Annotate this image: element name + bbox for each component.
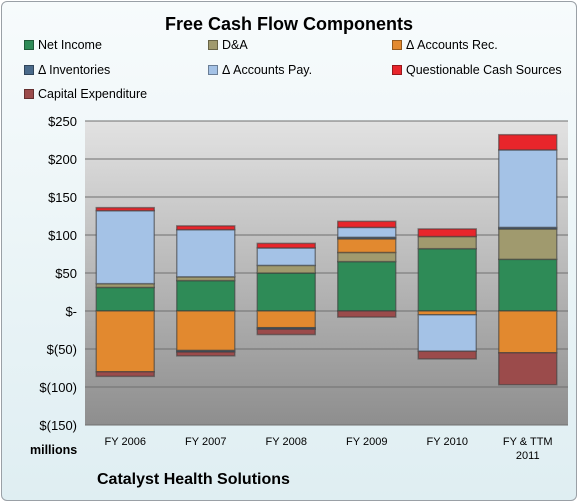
bar-segment [176,279,236,312]
legend-inventories: Δ Inventories [24,63,110,77]
bar-segment [417,235,477,250]
bar-segment [498,228,558,261]
y-tick-label: $(50) [47,342,77,357]
legend-da: D&A [208,38,248,52]
legend-swatch [24,89,34,99]
bar-segment [95,286,155,312]
legend-capex: Capital Expenditure [24,87,147,101]
bar-segment [337,226,397,239]
bar-segment [337,310,397,318]
legend-label: Net Income [38,38,102,52]
bar-segment [256,272,316,312]
bar-segment [256,310,316,329]
bar-segment [498,149,558,229]
bar-segment [417,350,477,360]
legend-label: D&A [222,38,248,52]
y-tick-label: $- [65,304,77,319]
x-tick-label: FY 2006 [105,436,146,448]
bar-segment [95,209,155,285]
legend-label: Δ Accounts Pay. [222,63,313,77]
legend-swatch [208,40,218,50]
legend-label: Δ Accounts Rec. [406,38,498,52]
bar-segment [417,314,477,353]
legend-label: Questionable Cash Sources [406,63,562,77]
bar-segment [337,220,397,229]
legend-swatch [24,65,34,75]
legend-swatch [208,65,218,75]
legend-accounts-rec: Δ Accounts Rec. [392,38,498,52]
x-tick-label: FY 2010 [427,436,468,448]
bar-segment [337,260,397,312]
bar-segment [498,352,558,386]
bar-segment [417,228,477,238]
legend-swatch [392,40,402,50]
x-tick-label: FY & TTM [503,436,553,448]
legend-swatch [24,40,34,50]
x-tick-label: FY 2007 [185,436,226,448]
bar-segment [95,206,155,212]
legend-net-income: Net Income [24,38,102,52]
bar-segment [95,371,155,378]
bar-segment [417,247,477,312]
y-tick-label: $50 [55,266,77,281]
bar-segment [176,351,236,357]
company-name: Catalyst Health Solutions [97,471,290,488]
bar-segment [498,310,558,354]
bar-segment [256,242,316,249]
x-tick-label: FY 2008 [266,436,307,448]
bar-segment [256,264,316,274]
y-tick-label: $150 [48,190,77,205]
y-tick-label: $(150) [39,418,77,433]
y-tick-label: $(100) [39,380,77,395]
legend-label: Δ Inventories [38,63,111,77]
bar-segment [337,251,397,263]
bar-segment [256,328,316,336]
y-tick-label: $100 [48,228,77,243]
bar-segment [176,310,236,352]
bar-segment [498,133,558,151]
x-tick-label: FY 2009 [346,436,387,448]
y-tick-label: $250 [48,114,77,129]
bar-segment [256,247,316,267]
legend-questionable-cash: Questionable Cash Sources [392,63,562,77]
unit-label: millions [30,443,78,457]
bar-segment [337,238,397,254]
legend-swatch [392,65,402,75]
chart-title: Free Cash Flow Components [164,14,414,34]
bar-segment [176,228,236,278]
bar-segment [176,225,236,231]
bar-segment [498,258,558,312]
y-tick-label: $200 [48,152,77,167]
legend-accounts-pay: Δ Accounts Pay. [208,63,312,77]
x-tick-label: 2011 [516,450,540,462]
legend-label: Capital Expenditure [38,87,148,101]
bar-segment [95,310,155,373]
